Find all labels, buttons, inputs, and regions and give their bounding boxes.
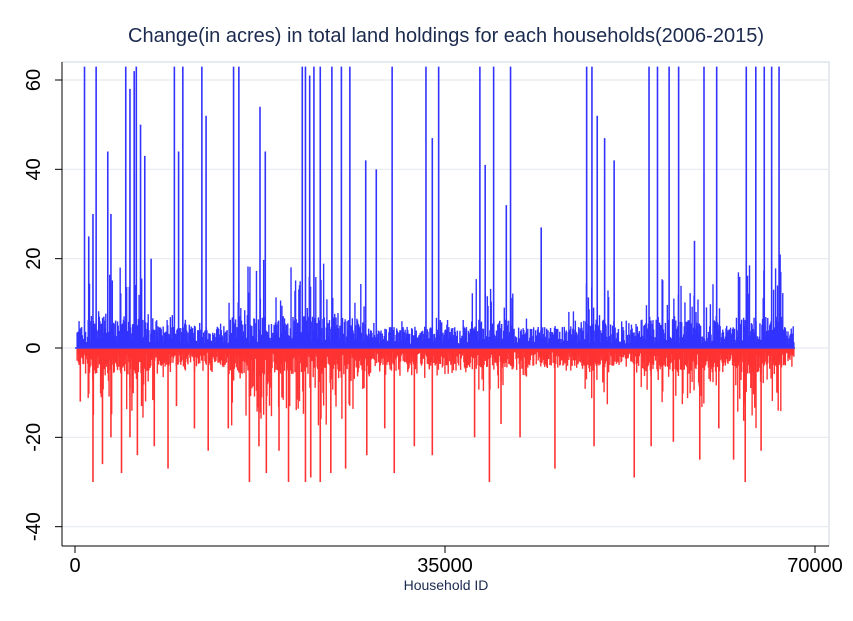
y-tick-label: 20 [23,248,45,270]
dense-bars-layer [76,254,795,429]
y-tick-label: -20 [23,423,45,452]
plot-area [61,61,830,547]
y-tick-label: -40 [23,512,45,541]
y-tick-label: 60 [23,69,45,91]
axes: -40 -20 0 20 40 60 0 35000 70000 [23,62,843,577]
series-bars-layer [75,66,795,482]
x-tick-label: 70000 [787,555,843,577]
y-tick-label: 40 [23,158,45,180]
x-axis-title: Household ID [404,577,489,593]
x-tick-label: 35000 [417,555,473,577]
y-tick-label: 0 [23,342,45,353]
chart-title: Change(in acres) in total land holdings … [128,25,764,47]
x-tick-label: 0 [69,555,80,577]
